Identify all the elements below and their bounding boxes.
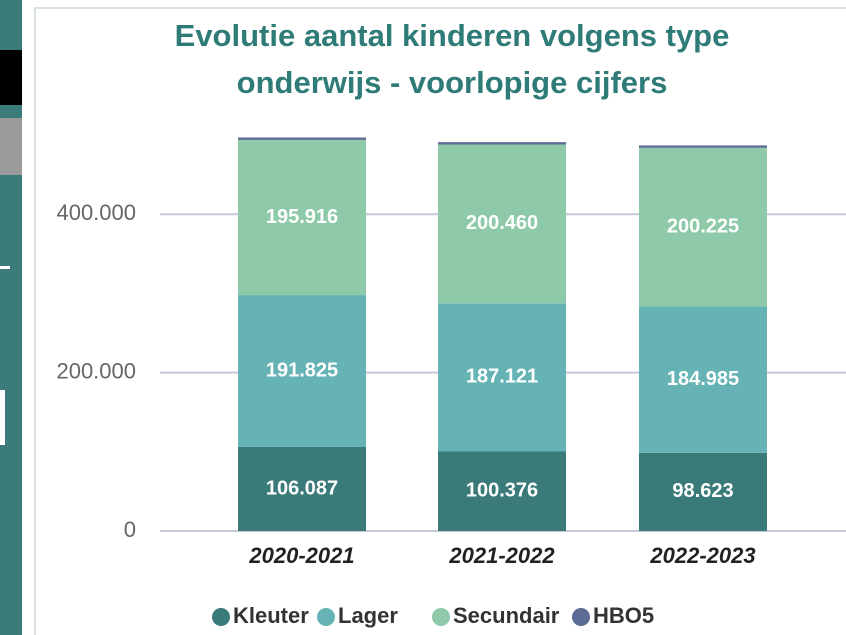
- y-tick-label: 0: [124, 517, 136, 542]
- bar-segment: [238, 139, 366, 296]
- chart-border: [34, 7, 846, 635]
- bar-segment: [238, 446, 366, 531]
- bar-segment: [238, 137, 366, 140]
- side-mark: [0, 266, 10, 269]
- chart-title: onderwijs - voorlopige cijfers: [237, 65, 668, 100]
- side-block: [0, 50, 22, 105]
- bar-segment: [639, 452, 767, 531]
- legend-swatch: [317, 608, 335, 626]
- bar-segment: [639, 147, 767, 307]
- bar-segment: [238, 295, 366, 447]
- y-tick-label: 400.000: [56, 200, 136, 225]
- data-label: 191.825: [266, 359, 338, 381]
- legend-swatch: [212, 608, 230, 626]
- data-label: 200.460: [466, 212, 538, 234]
- x-tick-label: 2020-2021: [248, 543, 354, 568]
- bar-segment: [438, 144, 566, 304]
- legend-label: Lager: [338, 603, 398, 628]
- bar-segment: [438, 303, 566, 452]
- data-label: 200.225: [667, 215, 739, 237]
- data-label: 184.985: [667, 368, 739, 390]
- data-label: 195.916: [266, 206, 338, 228]
- y-tick-label: 200.000: [56, 358, 136, 383]
- data-label: 98.623: [672, 480, 733, 502]
- legend-swatch: [572, 608, 590, 626]
- legend-label: Kleuter: [233, 603, 309, 628]
- chart-title: Evolutie aantal kinderen volgens type: [175, 18, 730, 53]
- legend-label: Secundair: [453, 603, 560, 628]
- data-label: 106.087: [266, 477, 338, 499]
- side-block: [0, 118, 22, 175]
- data-label: 100.376: [466, 480, 538, 502]
- x-tick-label: 2021-2022: [448, 543, 555, 568]
- legend-label: HBO5: [593, 603, 654, 628]
- x-tick-label: 2022-2023: [649, 543, 755, 568]
- bar-segment: [639, 145, 767, 148]
- legend-swatch: [432, 608, 450, 626]
- data-label: 187.121: [466, 366, 538, 388]
- bar-segment: [438, 142, 566, 145]
- bar-segment: [438, 451, 566, 531]
- side-mark: [0, 390, 5, 445]
- bar-segment: [639, 306, 767, 453]
